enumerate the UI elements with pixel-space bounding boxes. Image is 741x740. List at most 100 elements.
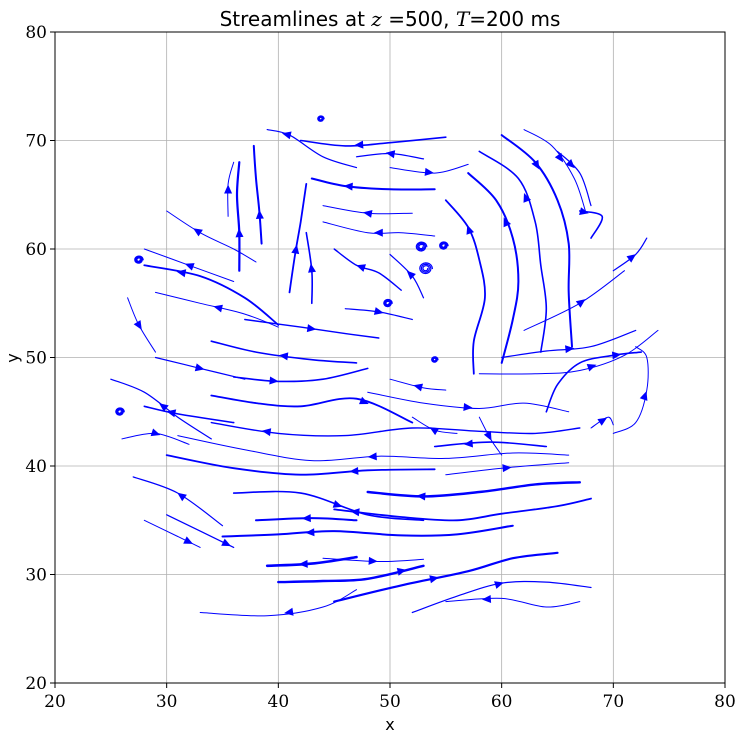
vortex-spiral — [415, 241, 428, 252]
streamline-arrow — [177, 492, 187, 502]
streamline-arrow — [343, 182, 353, 191]
streamline — [166, 210, 257, 263]
streamline — [210, 394, 414, 424]
streamline — [127, 297, 156, 353]
streamline-arrow — [308, 263, 316, 273]
streamline — [165, 454, 436, 476]
streamline — [310, 177, 436, 191]
streamline-arrow — [281, 131, 292, 140]
streamline — [389, 378, 447, 391]
vortex-spiral — [383, 298, 393, 308]
streamline-arrow — [494, 581, 504, 589]
streamline-arrow — [565, 159, 575, 169]
streamline — [288, 183, 308, 294]
streamline-arrow — [586, 364, 597, 372]
streamline-arrow — [213, 304, 223, 313]
streamline-arrow — [221, 538, 231, 547]
streamline — [265, 555, 358, 568]
streamline — [445, 462, 570, 476]
streamline — [210, 340, 358, 364]
streamline — [389, 253, 425, 299]
streamline — [110, 378, 212, 440]
streamline-arrow — [356, 264, 366, 272]
streamline-arrow — [463, 439, 473, 448]
x-tick-label: 80 — [714, 692, 736, 712]
chart-title-eq-z: =500, — [382, 7, 456, 31]
streamline-arrow — [385, 150, 396, 159]
streamline — [199, 589, 357, 617]
streamline — [556, 150, 592, 207]
streamline-arrow — [291, 244, 300, 255]
streamline-arrow — [373, 228, 383, 237]
streamline-arrow — [159, 403, 169, 412]
streamline — [478, 150, 548, 353]
streamline — [333, 551, 559, 603]
streamline-arrow — [575, 299, 586, 308]
streamline — [478, 329, 659, 375]
streamline — [612, 237, 648, 272]
vortex-spiral — [317, 115, 325, 122]
streamline-arrow — [284, 607, 294, 616]
streamline — [143, 264, 280, 326]
streamline-arrow — [255, 209, 264, 219]
streamline-arrow — [429, 575, 439, 584]
y-tick-label: 70 — [25, 132, 47, 152]
streamlines — [110, 115, 659, 617]
streamline-arrow — [503, 217, 511, 228]
streamline-arrow — [597, 417, 608, 426]
streamline — [523, 129, 586, 212]
streamline-arrow — [349, 467, 359, 475]
streamline — [266, 129, 358, 169]
y-tick-label: 20 — [25, 674, 47, 694]
x-tick-label: 40 — [268, 692, 290, 712]
vortex-spiral — [439, 241, 449, 250]
streamline-arrow — [150, 428, 161, 437]
streamline — [227, 161, 235, 217]
vortex-spiral — [134, 255, 144, 264]
streamline-arrow — [579, 207, 589, 215]
streamline — [467, 172, 520, 364]
tick-labels: 20 30 40 50 60 70 80 20 30 40 50 60 70 80 — [25, 23, 735, 712]
streamline — [252, 144, 263, 245]
streamline-arrow — [463, 403, 473, 411]
streamline — [433, 441, 548, 448]
streamline-arrow — [466, 224, 474, 235]
streamline-arrow — [531, 159, 540, 170]
streamline-arrow — [305, 528, 315, 537]
vortex-spiral — [115, 407, 125, 416]
chart-title-prefix: Streamlines at — [220, 7, 372, 31]
streamline-arrow — [354, 140, 364, 149]
streamline-arrow — [396, 567, 407, 576]
streamline — [143, 405, 235, 424]
streamline-arrow — [429, 427, 440, 436]
streamline — [277, 564, 425, 584]
vortex-spiral — [431, 356, 439, 363]
streamline-arrow — [332, 500, 343, 508]
streamline-arrow — [176, 269, 187, 278]
streamline-arrow — [235, 228, 244, 238]
y-tick-label: 60 — [25, 240, 47, 260]
x-tick-label: 20 — [44, 692, 66, 712]
streamline — [232, 490, 425, 522]
y-tick-label: 80 — [25, 23, 47, 43]
streamline — [523, 270, 625, 331]
streamline — [444, 199, 486, 375]
x-tick-label: 50 — [379, 692, 401, 712]
streamline-arrow — [133, 320, 142, 330]
chart-title-var-z: z — [370, 7, 382, 31]
streamline — [333, 248, 402, 291]
streamline-arrow — [502, 464, 512, 473]
streamline-arrow — [362, 210, 373, 218]
streamline-arrow — [481, 595, 492, 603]
streamline-arrow — [194, 363, 205, 372]
streamline-arrow — [359, 396, 369, 405]
streamline-arrow — [269, 376, 279, 385]
streamline — [500, 134, 573, 348]
streamline — [221, 524, 514, 538]
streamline — [389, 163, 469, 174]
streamline-arrow — [301, 514, 311, 523]
x-tick-label: 70 — [603, 692, 625, 712]
streamline — [579, 210, 604, 239]
streamline — [590, 416, 614, 429]
